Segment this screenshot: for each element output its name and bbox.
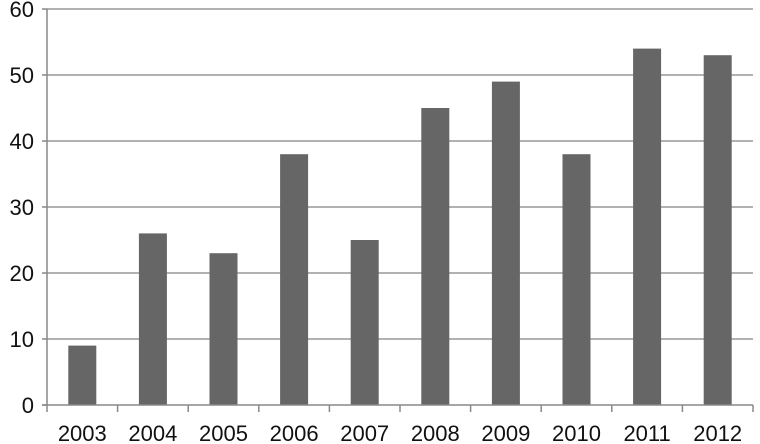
axes [42, 8, 754, 412]
x-tick-label: 2003 [58, 421, 107, 444]
bars [68, 48, 732, 405]
x-tick-label: 2008 [411, 421, 460, 444]
x-tick-label: 2009 [481, 421, 530, 444]
y-tick-label: 40 [10, 129, 34, 154]
bar-2007 [350, 240, 379, 405]
y-tick-label: 0 [22, 393, 34, 418]
y-tick-label: 20 [10, 261, 34, 286]
bar-2003 [68, 345, 97, 405]
bar-2010 [562, 154, 591, 405]
y-tick-label: 50 [10, 63, 34, 88]
bar-2008 [421, 108, 450, 405]
y-axis-tick-labels: 0 10 20 30 40 50 60 [10, 0, 34, 418]
bar-2005 [209, 253, 238, 405]
x-tick-label: 2006 [270, 421, 319, 444]
y-tick-label: 60 [10, 0, 34, 22]
y-tick-label: 10 [10, 327, 34, 352]
x-tick-label: 2012 [693, 421, 742, 444]
x-tick-label: 2010 [552, 421, 601, 444]
x-axis-tick-labels: 2003 2004 2005 2006 2007 2008 2009 2010 2011 2012 [58, 421, 742, 444]
bar-2004 [138, 233, 167, 405]
bar-2012 [703, 55, 732, 405]
bar-2011 [633, 48, 662, 405]
y-tick-label: 30 [10, 195, 34, 220]
x-tick-label: 2004 [128, 421, 177, 444]
bar-2006 [280, 154, 309, 405]
x-tick-label: 2007 [340, 421, 389, 444]
bar-2009 [491, 81, 520, 405]
x-tick-label: 2005 [199, 421, 248, 444]
x-tick-label: 2011 [623, 421, 670, 444]
